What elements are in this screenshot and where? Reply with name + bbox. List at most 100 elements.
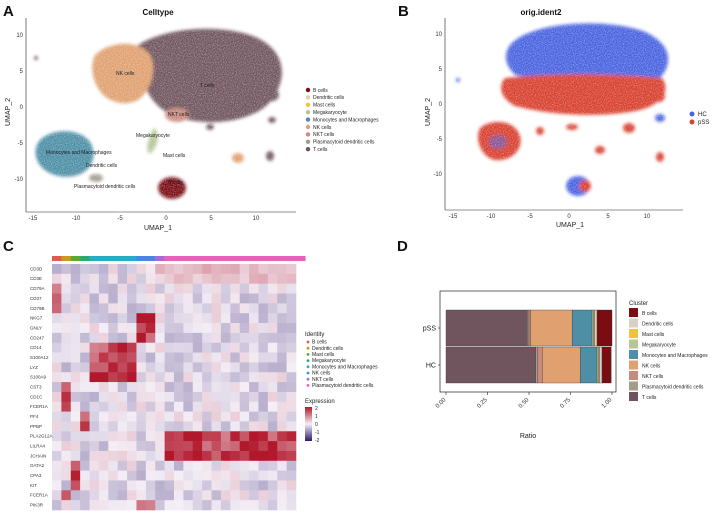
heatmap-cell: [108, 264, 118, 275]
heatmap-cell: [89, 411, 100, 422]
gene-label: GATA2: [30, 463, 45, 468]
b-xtick-3: 0: [567, 214, 571, 220]
heatmap-cell: [117, 264, 128, 275]
heatmap-cell: [52, 362, 62, 373]
heatmap-cell: [211, 362, 222, 373]
heatmap-cell: [136, 313, 147, 324]
heatmap-cell: [136, 352, 147, 363]
stack-plot-frame: [439, 290, 617, 393]
heatmap-cell: [220, 372, 231, 383]
heatmap-cell: [239, 500, 250, 511]
stack-legend-swatch: [629, 381, 638, 391]
heatmap-cell: [277, 431, 287, 442]
stack-segment: [580, 346, 598, 384]
heatmap-cell: [89, 313, 100, 324]
heatmap-cell: [145, 411, 156, 422]
heatmap-cell: [220, 313, 231, 324]
heatmap-cell: [52, 421, 62, 432]
gene-label: PIK3R: [30, 503, 44, 508]
heatmap-cell: [192, 490, 203, 501]
heatmap-cell: [249, 313, 259, 324]
heatmap-cell: [192, 303, 203, 314]
heatmap-cell: [136, 460, 147, 471]
heatmap-cell: [164, 303, 175, 314]
heatmap-cell: [98, 490, 109, 501]
heatmap-cell: [267, 411, 278, 422]
stack-segment: [596, 346, 599, 384]
heatmap-cell: [211, 401, 222, 412]
umap-a-axes: -15 -10 -5 0 5 10 10 5 0 -5 -10 UMAP_1 U…: [5, 33, 260, 232]
stack-segment: [599, 346, 603, 384]
stack-legend-swatch: [629, 308, 638, 317]
heatmap-cell: [258, 391, 269, 403]
heatmap-cell: [52, 293, 62, 304]
heatmap-cell: [52, 264, 62, 275]
heatmap-cell: [249, 470, 259, 481]
heatmap-cell: [286, 441, 297, 452]
heatmap-cell: [61, 352, 72, 363]
heatmap-cell: [286, 391, 297, 403]
heatmap-cell: [98, 352, 109, 363]
identity-legend-swatch: [306, 365, 310, 369]
heatmap-cell: [61, 460, 72, 471]
heatmap-cell: [174, 293, 184, 304]
heatmap-cell: [89, 470, 100, 481]
stack-legend-swatch: [629, 350, 638, 359]
heatmap-cell: [220, 293, 231, 304]
category-label: HC: [426, 363, 436, 370]
heatmap-cell: [239, 441, 250, 452]
stack-segment: [530, 309, 573, 347]
b-xlabel: UMAP_1: [556, 222, 584, 229]
heatmap-cell: [286, 431, 297, 442]
heatmap-cell: [136, 470, 147, 481]
heatmap-cell: [174, 391, 184, 403]
heatmap-cell: [145, 421, 156, 432]
heatmap-cell: [220, 332, 231, 344]
heatmap-cell: [267, 323, 278, 334]
heatmap-cell: [183, 342, 194, 353]
heatmap-cell: [61, 362, 72, 373]
heatmap-cell: [164, 391, 175, 403]
heatmap-cell: [174, 411, 184, 422]
heatmap-cell: [127, 500, 137, 511]
heatmap-cell: [220, 303, 231, 314]
heatmap-cell: [136, 450, 147, 462]
heatmap-cell: [258, 342, 269, 353]
heatmap-cell: [286, 264, 297, 275]
heatmap-cell: [183, 450, 194, 462]
heatmap-cell: [52, 372, 62, 383]
a-ytick-2: 0: [20, 105, 24, 111]
heatmap-cell: [183, 421, 194, 432]
umap-a-title: Celltype: [142, 8, 174, 17]
heatmap-cell: [220, 421, 231, 432]
heatmap-cell: [70, 362, 81, 373]
heatmap-cell: [183, 401, 194, 412]
heatmap-cell: [220, 411, 231, 422]
heatmap-cell: [277, 401, 287, 412]
heatmap-cell: [70, 283, 81, 294]
heatmap-cell: [202, 450, 212, 462]
heatmap-cell: [98, 500, 109, 511]
heatmap-cell: [286, 480, 297, 491]
heatmap-cell: [202, 313, 212, 324]
stack-segment: [537, 346, 543, 384]
heatmap-cell: [70, 352, 81, 363]
identity-legend-swatch: [306, 346, 310, 350]
heatmap-cell: [220, 431, 231, 442]
heatmap-cell: [108, 303, 118, 314]
umap-b-title: orig.ident2: [521, 8, 562, 17]
heatmap-cell: [267, 293, 278, 304]
stack-segment: [528, 309, 531, 347]
heatmap-cell: [98, 323, 109, 334]
heatmap-cell: [89, 500, 100, 511]
heatmap-cell: [220, 273, 231, 284]
heatmap-cell: [155, 283, 165, 294]
gene-label: CD1C: [30, 394, 43, 399]
heatmap-cell: [183, 490, 194, 501]
heatmap-cell: [98, 450, 109, 462]
heatmap-cell: [80, 500, 90, 511]
heatmap-cell: [239, 450, 250, 462]
gene-label: LYZ: [30, 365, 38, 370]
heatmap-cell: [220, 401, 231, 412]
heatmap-cell: [230, 372, 240, 383]
